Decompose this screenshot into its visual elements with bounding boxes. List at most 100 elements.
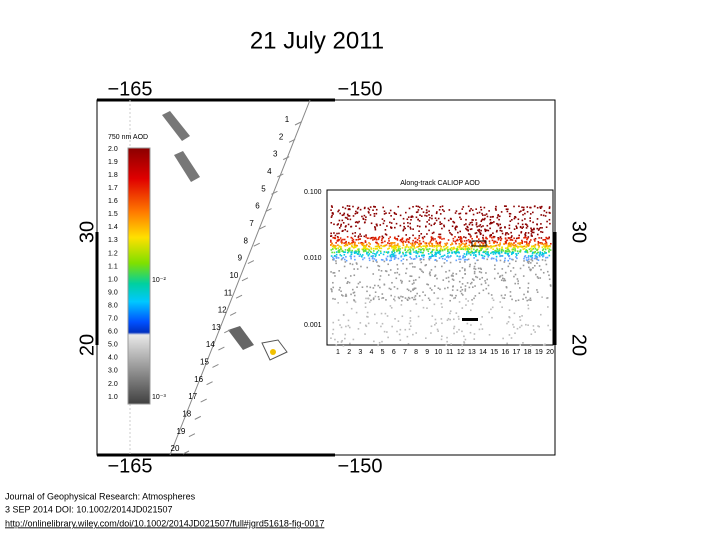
scatter-dot <box>499 227 502 229</box>
scatter-dot <box>353 255 356 258</box>
scatter-dot <box>478 211 481 214</box>
scatter-dot <box>339 248 342 250</box>
scatter-dot <box>474 295 477 297</box>
scatter-dot <box>536 223 539 226</box>
scatter-dot <box>360 235 362 238</box>
scatter-dot <box>445 271 447 273</box>
scatter-dot <box>370 236 373 239</box>
scatter-dot <box>338 245 341 248</box>
scatter-dot <box>506 322 508 325</box>
scatter-dot <box>354 235 356 237</box>
scatter-dot <box>391 253 394 256</box>
scatter-dot <box>407 246 410 249</box>
scatter-dot <box>425 244 428 247</box>
scatter-dot <box>522 206 525 209</box>
scatter-dot <box>430 236 433 239</box>
scatter-dot <box>463 243 466 246</box>
scatter-dot <box>413 287 416 290</box>
scatter-dot <box>491 239 494 242</box>
colorbar-tick-label: 8.0 <box>108 302 118 309</box>
scatter-dot <box>525 246 527 248</box>
colorbar-exponent: 10⁻² <box>152 277 166 284</box>
scatter-dot <box>381 340 383 343</box>
scatter-dot <box>366 266 369 269</box>
scatter-dot <box>385 234 388 236</box>
scatter-dot <box>507 252 510 255</box>
scatter-dot <box>475 275 477 278</box>
scatter-dot <box>494 264 496 267</box>
scatter-dot <box>464 269 466 272</box>
scatter-dot <box>451 278 454 281</box>
scatter-dot <box>499 259 502 262</box>
scatter-dot <box>526 242 528 244</box>
scatter-dot <box>515 299 517 302</box>
scatter-dot <box>460 248 463 250</box>
scatter-dot <box>513 275 515 278</box>
scatter-dot <box>394 255 397 257</box>
scatter-dot <box>346 205 349 207</box>
scatter-dot <box>446 252 449 255</box>
scatter-dot <box>529 269 532 272</box>
scatter-dot <box>339 237 342 239</box>
scatter-dot <box>403 225 405 228</box>
scatter-dot <box>331 242 333 245</box>
scatter-dot <box>365 234 367 236</box>
scatter-dot <box>338 227 341 229</box>
scatter-dot <box>546 247 549 250</box>
scatter-dot <box>415 332 418 334</box>
scatter-dot <box>372 260 375 263</box>
scatter-dot <box>349 218 352 221</box>
scatter-dot <box>409 222 411 225</box>
scatter-dot <box>467 247 470 250</box>
scatter-dot <box>437 252 440 254</box>
scatter-dot <box>489 218 492 221</box>
track-label: 16 <box>194 375 203 384</box>
scatter-dot <box>517 282 519 285</box>
scatter-dot <box>527 282 530 285</box>
scatter-dot <box>493 221 495 223</box>
scatter-dot <box>486 248 489 250</box>
scatter-dot <box>534 250 537 253</box>
scatter-dot <box>522 248 525 250</box>
scatter-dot <box>456 239 459 242</box>
scatter-dot <box>436 211 438 213</box>
scatter-dot <box>430 238 433 240</box>
scatter-dot <box>530 239 532 241</box>
scatter-dot <box>330 221 333 224</box>
scatter-dot <box>468 265 471 268</box>
scatter-dot <box>545 256 547 259</box>
footer-link[interactable]: http://onlinelibrary.wiley.com/doi/10.10… <box>5 518 324 528</box>
scatter-dot <box>426 283 428 286</box>
scatter-dot <box>376 251 379 253</box>
scatter-dot <box>374 255 377 258</box>
scatter-dot <box>391 242 393 244</box>
scatter-dot <box>548 248 551 251</box>
scatter-dot <box>473 254 475 256</box>
scatter-dot <box>375 223 378 226</box>
scatter-dot <box>458 245 461 247</box>
scatter-dot <box>330 232 332 235</box>
scatter-dot <box>393 249 395 252</box>
scatter-dot <box>540 214 543 216</box>
scatter-dot <box>455 239 458 242</box>
scatter-dot <box>431 232 434 235</box>
scatter-dot <box>332 248 334 250</box>
scatter-dot <box>469 263 471 266</box>
scatter-dot <box>476 276 479 279</box>
scatter-dot <box>333 223 335 226</box>
scatter-dot <box>349 249 351 252</box>
scatter-dot <box>451 242 453 245</box>
scatter-dot <box>432 231 435 234</box>
colorbar-tick-label: 1.9 <box>108 159 118 166</box>
scatter-dot <box>431 245 434 248</box>
scatter-dot <box>429 245 431 247</box>
scatter-dot <box>402 228 405 231</box>
scatter-dot <box>416 246 418 248</box>
scatter-dot <box>427 297 430 300</box>
scatter-dot <box>417 209 420 211</box>
scatter-dot <box>358 220 360 223</box>
scatter-dot <box>495 258 498 261</box>
scatter-dot <box>439 206 442 208</box>
scatter-dot <box>522 275 525 277</box>
scatter-dot <box>531 231 534 234</box>
